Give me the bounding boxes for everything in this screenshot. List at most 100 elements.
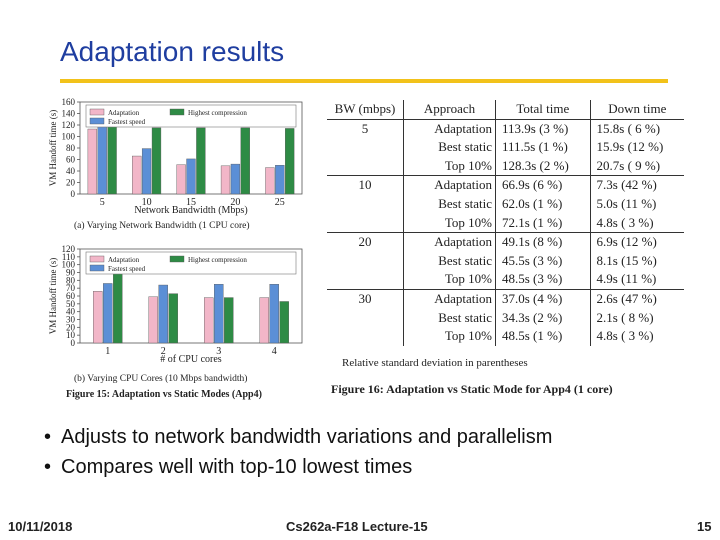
cell-total-time: 72.1s (1 %) [495,213,591,234]
cell-bw [327,194,404,214]
x-axis-label: # of CPU cores [160,354,221,365]
cell-total-time: 111.5s (1 %) [495,138,591,157]
figure16-caption: Figure 16: Adaptation vs Static Mode for… [331,382,613,396]
x-tick-label: 4 [272,346,277,357]
cell-approach: Best static [403,194,496,214]
cell-down-time: 5.0s (11 %) [596,195,657,211]
bar-adaptation [220,165,231,195]
cell-approach: Adaptation [403,175,496,195]
y-tick-label: 20 [66,322,76,332]
cell-down-time: 2.1s ( 8 %) [596,309,654,325]
footer-page-number: 15 [697,519,712,534]
cell-approach: Top 10% [403,327,496,346]
col-header-approach: Approach [403,100,496,120]
x-tick-label: 25 [275,197,285,208]
legend-swatch [169,255,185,263]
x-axis-label: Network Bandwidth (Mbps) [134,205,247,216]
cell-down-time: 8.1s (15 %) [596,252,657,268]
y-tick-label: 140 [62,109,76,119]
y-tick-label: 120 [62,244,76,254]
bar-adaptation [87,128,97,195]
y-tick-label: 120 [62,120,76,130]
cell-total-time: 113.9s (3 %) [495,119,591,139]
col-header-total-time: Total time [495,100,591,120]
figure16-table: BW (mbps) Approach Total time Down time … [327,100,684,346]
bar-highest-compression [279,301,289,344]
x-tick-label: 5 [100,197,105,208]
cell-approach: Top 10% [403,156,496,177]
y-axis-label: VM Handoff time (s) [48,110,58,187]
cell-total-time: 48.5s (1 %) [495,327,591,346]
y-tick-label: 30 [66,315,76,325]
y-tick-label: 80 [66,275,76,285]
cell-down-time: 15.8s ( 6 %) [596,120,661,136]
bar-fastest-speed [158,284,168,344]
bullet-item: Adjusts to network bandwidth variations … [44,426,552,449]
y-tick-label: 40 [66,307,76,317]
table-row: 30 Adaptation 37.0s (4 %) 2.6s (47 %) [327,289,684,309]
y-tick-label: 80 [66,143,76,153]
legend-swatch [89,255,105,263]
cell-down-time: 4.8s ( 3 %) [596,328,654,344]
y-tick-label: 0 [71,338,76,348]
legend-swatch [89,117,105,125]
cell-total-time: 49.1s (8 %) [495,232,591,252]
table-row: Best static 111.5s (1 %) 15.9s (12 %) [327,138,684,157]
y-tick-label: 0 [71,189,76,199]
bullet-list: Adjusts to network bandwidth variations … [44,426,552,486]
figure15-caption: Figure 15: Adaptation vs Static Modes (A… [66,389,262,400]
legend-entry: Fastest speed [108,118,146,126]
table-row: Top 10% 48.5s (1 %) 4.8s ( 3 %) [327,327,684,346]
x-tick-label: 1 [105,346,110,357]
bar-highest-compression [196,127,206,195]
bar-adaptation [265,167,275,195]
bar-highest-compression [240,127,250,195]
y-tick-label: 70 [66,283,76,293]
cell-bw [327,327,404,346]
legend-swatch [169,108,185,116]
y-tick-label: 50 [66,299,76,309]
cell-total-time: 45.5s (3 %) [495,251,591,271]
cell-approach: Top 10% [403,270,496,290]
cell-bw [327,213,404,234]
cell-approach: Adaptation [403,289,496,309]
bar-fastest-speed [141,148,152,195]
y-tick-label: 60 [66,291,76,301]
cell-approach: Best static [403,138,496,157]
table-row: Best static 62.0s (1 %) 5.0s (11 %) [327,194,684,214]
legend-box [85,104,297,128]
bar-highest-compression [224,297,234,344]
col-header-bw: BW (mbps) [327,100,404,120]
table-row: Top 10% 48.5s (3 %) 4.9s (11 %) [327,270,684,290]
cell-bw [327,138,404,157]
cell-approach: Best static [403,308,496,328]
cell-bw [327,270,404,290]
cell-down-time: 4.9s (11 %) [590,270,684,290]
y-tick-label: 20 [66,178,76,188]
chart-a-container: 0 20 40 60 80 100 120 140 160 5 10 15 20 25 Network Ba… [44,96,304,236]
footer-date: 10/11/2018 [8,519,73,534]
bar-adaptation [259,297,269,344]
cell-approach: Adaptation [403,119,496,139]
footer-course: Cs262a-F18 Lecture-15 [286,519,428,534]
bar-highest-compression [285,128,295,195]
bar-highest-compression [107,126,117,195]
cell-bw: 20 [327,232,404,252]
cell-total-time: 66.9s (6 %) [495,175,591,195]
y-tick-label: 10 [66,330,76,340]
table-row: Top 10% 72.1s (1 %) 4.8s ( 3 %) [327,213,684,234]
x-tick-label: 20 [230,197,240,208]
bar-fastest-speed [275,165,285,195]
cell-approach: Adaptation [403,232,496,252]
cell-bw: 30 [327,289,404,309]
legend-swatch [89,108,105,116]
bar-highest-compression [168,293,178,344]
cell-total-time: 37.0s (4 %) [495,289,591,309]
cell-bw [327,308,404,328]
bar-adaptation [93,291,103,344]
chart-b-container: 0 10 20 30 40 50 60 70 80 90 100 110 120 1 2 3 4 # of CPU… [44,243,304,388]
legend-entry: Fastest speed [108,265,146,273]
cell-down-time: 15.9s (12 %) [596,139,664,155]
